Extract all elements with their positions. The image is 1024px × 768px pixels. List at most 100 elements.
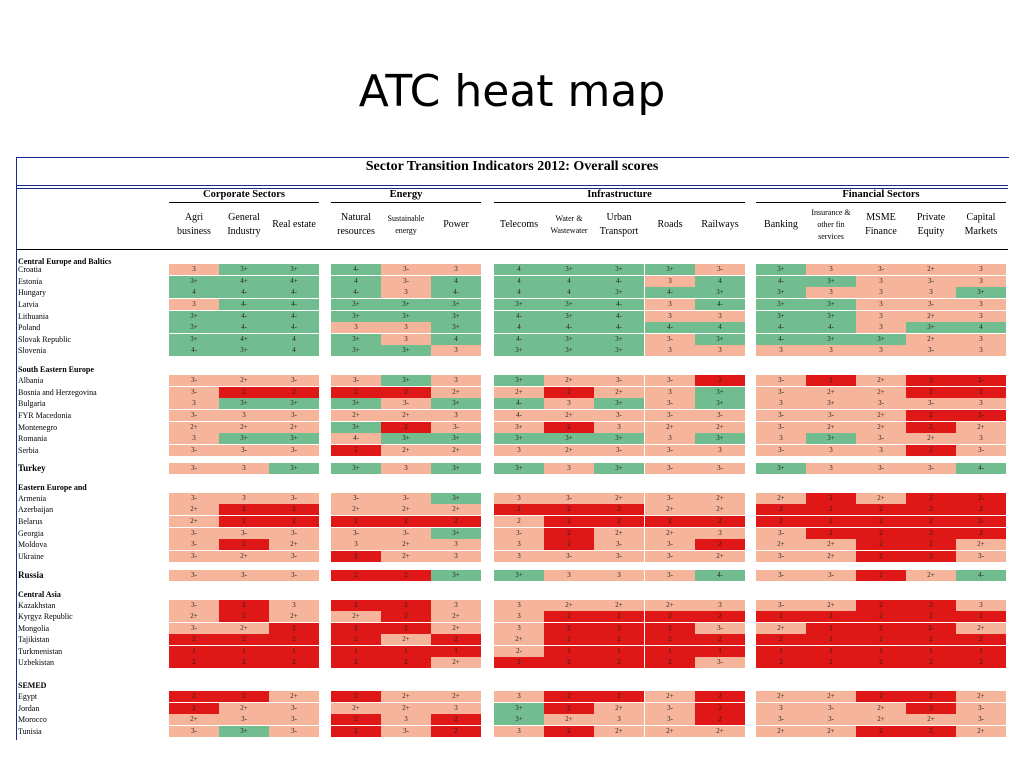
- heatmap-cell: 3+: [219, 726, 269, 737]
- heatmap-cell: 3: [594, 714, 644, 725]
- heatmap-cell: 4: [695, 276, 745, 287]
- heatmap-cell: 2: [381, 422, 431, 433]
- heatmap-cell: 2+: [594, 600, 644, 611]
- heatmap-cell: 1: [695, 646, 745, 657]
- heatmap-cell: 2: [906, 387, 956, 398]
- country-label: Armenia: [18, 494, 46, 503]
- column-header: Water & Wastewater: [550, 214, 588, 235]
- heatmap-cell: 2+: [594, 528, 644, 539]
- heatmap-cell: 2: [544, 623, 594, 634]
- heatmap-cell: 2+: [645, 600, 695, 611]
- heatmap-cell: 3+: [331, 299, 381, 310]
- heatmap-cell: 2: [544, 726, 594, 737]
- heatmap-cell: 4-: [594, 276, 644, 287]
- heatmap-cell: 3-: [856, 398, 906, 409]
- heatmap-cell: 2: [381, 657, 431, 668]
- heatmap-cell: 4: [544, 276, 594, 287]
- heatmap-cell: 3: [169, 433, 219, 444]
- heatmap-cell: 2+: [645, 691, 695, 702]
- column-header: MSME Finance: [865, 212, 897, 237]
- heatmap-cell: 3+: [956, 287, 1006, 298]
- heatmap-cell: 2: [269, 516, 319, 527]
- heatmap-cell: 3+: [431, 570, 481, 581]
- heatmap-cell: 2: [806, 634, 856, 645]
- heatmap-cell: 3-: [645, 463, 695, 474]
- heatmap-cell: 3: [494, 445, 544, 456]
- heatmap-cell: 3+: [756, 264, 806, 275]
- heatmap-cell: 3-: [219, 445, 269, 456]
- heatmap-cell: 2: [381, 516, 431, 527]
- heatmap-cell: 2: [169, 634, 219, 645]
- heatmap-cell: 2: [956, 634, 1006, 645]
- heatmap-cell: 2: [331, 634, 381, 645]
- country-label: Albania: [18, 376, 44, 385]
- heatmap-cell: 4-: [756, 334, 806, 345]
- heatmap-cell: 2: [906, 422, 956, 433]
- heatmap-cell: 3-: [269, 714, 319, 725]
- heatmap-cell: 2: [645, 516, 695, 527]
- heatmap-cell: 3: [756, 703, 806, 714]
- heatmap-cell: 4-: [269, 299, 319, 310]
- heatmap-cell: 2: [219, 539, 269, 550]
- column-header: Capital Markets: [964, 212, 998, 237]
- heatmap-cell: 3: [169, 398, 219, 409]
- heatmap-cell: 2+: [431, 657, 481, 668]
- heatmap-cell: 4-: [494, 311, 544, 322]
- heatmap-cell: 3+: [381, 345, 431, 356]
- heatmap-cell: 2: [906, 726, 956, 737]
- heatmap-cell: 2: [756, 657, 806, 668]
- heatmap-cell: 1: [806, 646, 856, 657]
- heatmap-cell: 3: [756, 345, 806, 356]
- heatmap-cell: 2: [856, 600, 906, 611]
- heatmap-cell: 3+: [806, 433, 856, 444]
- column-header: Private Equity: [916, 212, 946, 237]
- heatmap-cell: 3+: [494, 422, 544, 433]
- heatmap-cell: 3: [494, 691, 544, 702]
- heatmap-cell: 2+: [956, 539, 1006, 550]
- heatmap-cell: 3: [956, 345, 1006, 356]
- heatmap-cell: 3+: [494, 714, 544, 725]
- heatmap-cell: 3-: [856, 463, 906, 474]
- heatmap-cell: 2+: [906, 570, 956, 581]
- heatmap-cell: 2: [331, 387, 381, 398]
- heatmap-cell: 3+: [594, 345, 644, 356]
- heatmap-cell: 3: [494, 623, 544, 634]
- heatmap-cell: 4: [431, 334, 481, 345]
- heatmap-cell: 3-: [544, 493, 594, 504]
- heatmap-cell: 3+: [219, 264, 269, 275]
- heatmap-cell: 3: [645, 433, 695, 444]
- heatmap-cell: 2: [856, 539, 906, 550]
- heatmap-cell: 3-: [169, 375, 219, 386]
- country-label: Latvia: [18, 300, 39, 309]
- column-header: Telecoms: [499, 219, 539, 230]
- heatmap-cell: 2: [381, 611, 431, 622]
- heatmap-cell: 3+: [431, 463, 481, 474]
- country-label: Ukraine: [18, 552, 44, 561]
- heatmap-cell: 2+: [856, 703, 906, 714]
- heatmap-cell: 2: [645, 657, 695, 668]
- heatmap-cell: 3-: [381, 398, 431, 409]
- heatmap-cell: 4-: [956, 570, 1006, 581]
- heatmap-cell: 3: [956, 433, 1006, 444]
- heatmap-cell: 3: [544, 570, 594, 581]
- heatmap-cell: 4-: [594, 322, 644, 333]
- heatmap-cell: 3: [645, 299, 695, 310]
- heatmap-cell: 2: [856, 551, 906, 562]
- heatmap-cell: 2+: [806, 539, 856, 550]
- heatmap-cell: 2: [906, 691, 956, 702]
- heatmap-cell: 4-: [645, 287, 695, 298]
- heatmap-cell: 2: [695, 539, 745, 550]
- heatmap-cell: 4-: [219, 311, 269, 322]
- column-group-label: Corporate Sectors: [169, 188, 319, 203]
- heatmap-cell: 1: [269, 646, 319, 657]
- heatmap-cell: 2: [856, 657, 906, 668]
- country-label: Bulgaria: [18, 399, 46, 408]
- heatmap-cell: 3+: [431, 322, 481, 333]
- heatmap-cell: 2: [494, 657, 544, 668]
- heatmap-cell: 3-: [756, 410, 806, 421]
- heatmap-cell: 2+: [906, 311, 956, 322]
- country-label: Romania: [18, 434, 47, 443]
- heatmap-cell: 3+: [219, 398, 269, 409]
- country-label: Montenegro: [18, 423, 58, 432]
- heatmap-cell: 2+: [544, 600, 594, 611]
